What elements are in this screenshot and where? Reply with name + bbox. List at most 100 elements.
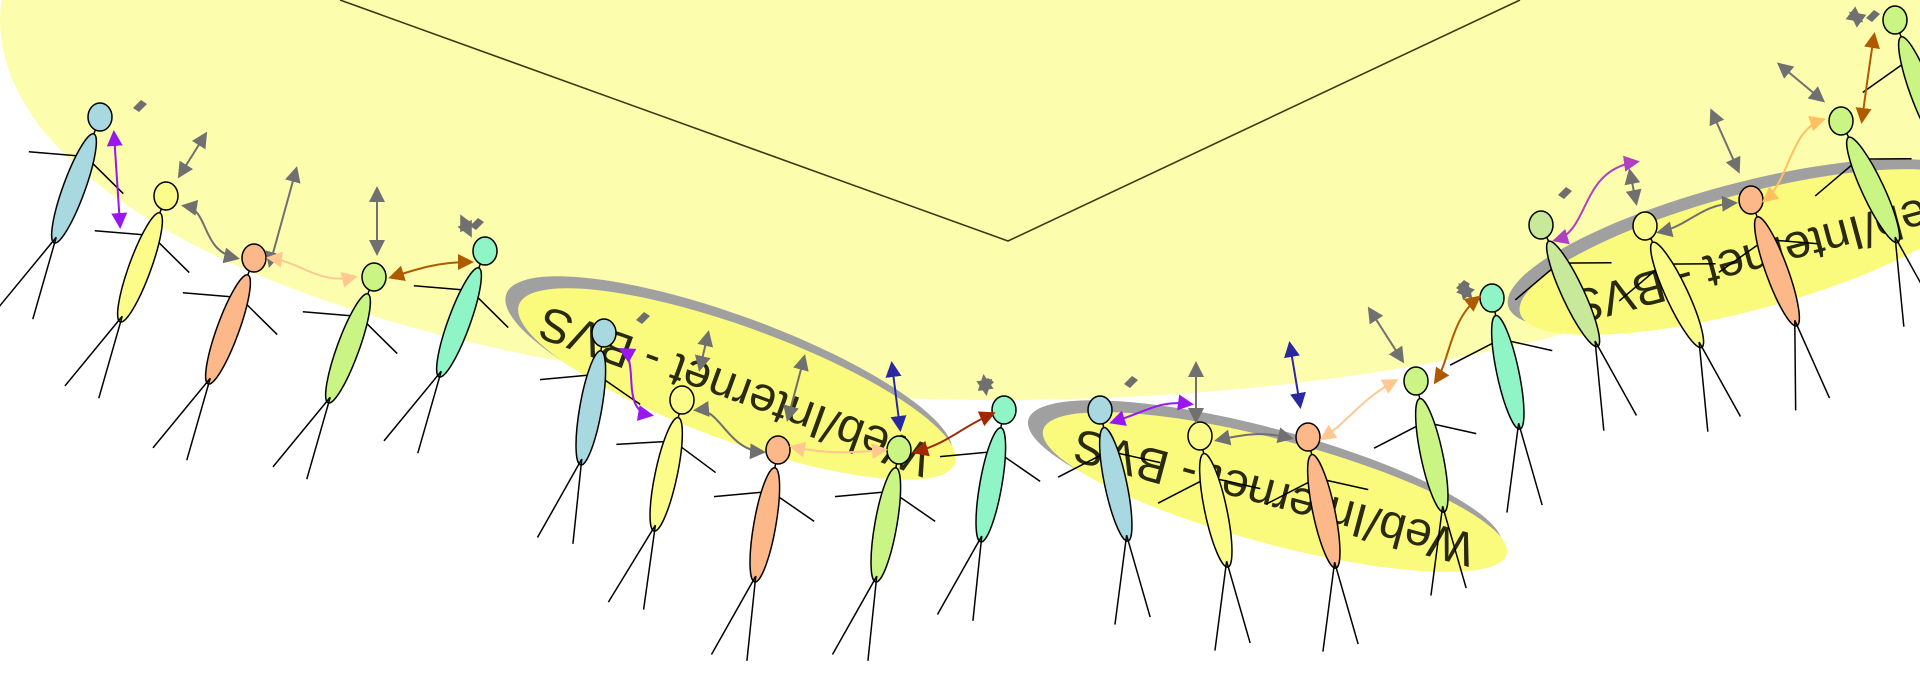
connection-arrow	[266, 251, 358, 288]
marker-diamond	[1124, 376, 1138, 388]
figure-leg	[1594, 340, 1605, 431]
figure-leg	[1322, 562, 1336, 652]
figure-head	[591, 318, 617, 348]
figure-head	[1738, 185, 1764, 215]
connection-arrow	[1109, 394, 1194, 426]
figure-leg	[1698, 341, 1742, 417]
figure-leg	[867, 575, 878, 661]
figure-body	[975, 426, 1007, 543]
connection-arrow	[1709, 108, 1741, 174]
figure-head	[472, 236, 498, 266]
figure-head	[765, 435, 791, 465]
connection-arrow	[1845, 6, 1867, 28]
stick-figure	[536, 318, 641, 544]
figure-leg	[0, 236, 57, 307]
figure-head	[153, 181, 179, 211]
figure-leg	[272, 396, 331, 468]
figure-leg	[936, 535, 983, 615]
connection-arrow	[912, 411, 996, 457]
figure-head	[886, 435, 912, 465]
figure-leg	[831, 575, 878, 655]
figure-leg	[1430, 506, 1444, 596]
stick-figure	[1265, 422, 1369, 652]
connection-arrow	[789, 441, 888, 459]
connector-v-line	[339, 0, 1521, 242]
figure-head	[241, 243, 267, 273]
figure-leg	[1125, 534, 1151, 618]
figure-leg	[1894, 236, 1920, 284]
figure-head	[1403, 366, 1429, 396]
figure-leg	[1214, 561, 1228, 651]
stick-figure	[936, 395, 1041, 621]
connection-arrow	[457, 214, 475, 238]
figure-leg	[607, 524, 657, 603]
connection-arrow	[1552, 155, 1640, 245]
connection-arrow	[388, 254, 474, 281]
stick-figure	[831, 435, 936, 661]
figure-head	[87, 102, 113, 132]
figure-leg	[98, 316, 123, 399]
stick-figure	[64, 181, 190, 399]
figure-leg	[383, 370, 442, 442]
connection-arrow	[1776, 62, 1826, 103]
figure-head	[361, 262, 387, 292]
figure-leg	[1441, 505, 1467, 589]
figure-leg	[306, 397, 331, 480]
stick-figure	[0, 102, 124, 320]
figure-leg	[1506, 423, 1520, 513]
figure-leg	[1594, 340, 1638, 416]
connection-arrow	[885, 361, 907, 432]
figure-leg	[64, 315, 123, 387]
connection-arrow	[1656, 195, 1738, 238]
connection-arrow	[1624, 168, 1642, 206]
stick-figure	[1718, 185, 1831, 411]
figure-leg	[972, 535, 983, 621]
figure-body	[870, 466, 902, 583]
stick-figure	[1057, 395, 1161, 625]
figure-head	[1528, 210, 1554, 240]
stick-figure	[272, 262, 398, 480]
stick-figure	[152, 243, 278, 461]
figure-body	[204, 274, 252, 385]
figure-head	[1479, 283, 1505, 313]
figure-head	[1632, 211, 1658, 241]
figure-leg	[1333, 561, 1359, 645]
connection-arrow	[693, 401, 766, 460]
connection-arrow	[106, 130, 128, 229]
connection-arrow	[1367, 306, 1405, 364]
figure-body	[749, 466, 781, 583]
stick-figure	[607, 385, 717, 610]
connection-arrow	[1214, 427, 1294, 446]
connection-arrow	[1761, 115, 1826, 203]
figure-leg	[1114, 535, 1128, 625]
figure-leg	[572, 458, 583, 544]
figure-body	[649, 416, 684, 532]
connection-arrow	[1433, 295, 1482, 385]
connection-arrow	[1456, 281, 1475, 301]
figures-layer	[0, 5, 1920, 661]
connection-arrow	[694, 330, 714, 372]
stick-figure	[383, 236, 509, 454]
stick-figure	[1157, 421, 1261, 651]
connection-arrow	[976, 374, 994, 396]
figure-head	[1882, 5, 1908, 35]
figure-leg	[1794, 319, 1831, 399]
connection-arrow	[618, 348, 654, 421]
figure-leg	[1698, 341, 1709, 432]
figure-head	[1295, 422, 1321, 452]
arrows-layer	[106, 6, 1880, 460]
figure-leg	[417, 371, 442, 454]
figure-body	[116, 212, 164, 323]
figure-leg	[1225, 560, 1251, 644]
figure-leg	[536, 458, 583, 538]
connection-arrow	[265, 166, 301, 268]
figure-head	[1187, 421, 1213, 451]
stick-figure	[1814, 106, 1920, 327]
figure-leg	[1517, 422, 1543, 506]
connection-arrow	[1855, 32, 1880, 124]
figure-head	[1087, 395, 1113, 425]
figure-leg	[32, 237, 57, 320]
figure-leg	[642, 525, 657, 610]
figure-leg	[710, 575, 757, 655]
